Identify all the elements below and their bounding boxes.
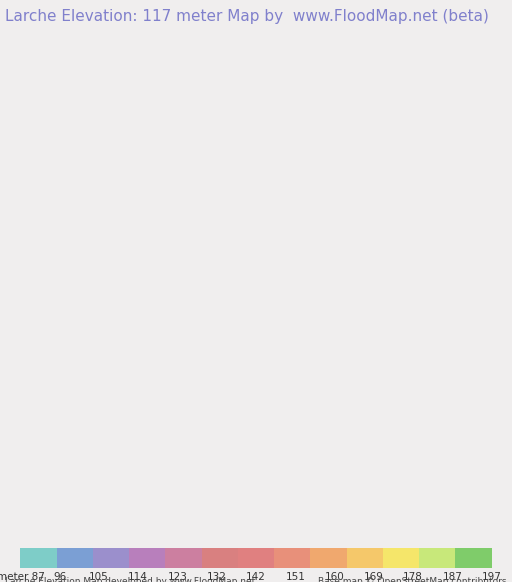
Text: Larche Elevation Map developed by www.FloodMap.net: Larche Elevation Map developed by www.Fl…	[5, 577, 255, 582]
Text: meter 87: meter 87	[0, 572, 45, 581]
Text: 169: 169	[364, 572, 383, 581]
Text: 96: 96	[53, 572, 67, 581]
Text: 105: 105	[89, 572, 109, 581]
Bar	[165, 548, 202, 568]
Text: 132: 132	[207, 572, 227, 581]
Bar	[93, 548, 129, 568]
Text: 142: 142	[246, 572, 266, 581]
Bar	[129, 548, 165, 568]
Bar	[383, 548, 419, 568]
Text: 114: 114	[129, 572, 148, 581]
Text: 160: 160	[325, 572, 345, 581]
Bar	[57, 548, 93, 568]
Text: 151: 151	[285, 572, 305, 581]
Bar	[310, 548, 347, 568]
Text: Larche Elevation: 117 meter Map by  www.FloodMap.net (beta): Larche Elevation: 117 meter Map by www.F…	[5, 9, 489, 24]
Bar	[20, 548, 57, 568]
Text: 197: 197	[482, 572, 501, 581]
Text: 178: 178	[403, 572, 423, 581]
Bar	[274, 548, 310, 568]
Bar	[419, 548, 455, 568]
Bar	[347, 548, 383, 568]
Bar	[238, 548, 274, 568]
Text: Base map © OpenStreetMap contributors: Base map © OpenStreetMap contributors	[318, 577, 507, 582]
Text: 123: 123	[167, 572, 187, 581]
Text: 187: 187	[442, 572, 462, 581]
Bar	[202, 548, 238, 568]
Bar	[455, 548, 492, 568]
